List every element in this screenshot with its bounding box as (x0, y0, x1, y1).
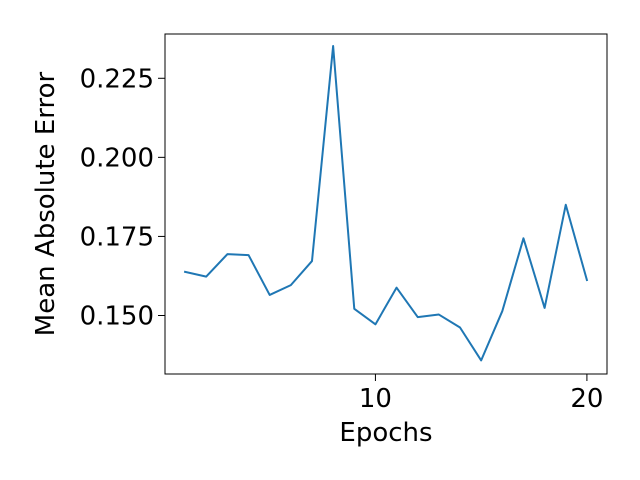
plot-frame (164, 33, 608, 375)
x-axis-label: Epochs (339, 418, 432, 448)
ticks-group: 10 20 0.150 0.175 0.200 0.225 (80, 64, 604, 414)
series-line (183, 45, 589, 362)
y-tick-label: 0.225 (80, 64, 154, 94)
y-axis-label: Mean Absolute Error (31, 72, 61, 337)
x-tick-label: 20 (570, 384, 603, 414)
x-tick-label: 10 (359, 384, 392, 414)
y-tick-label: 0.175 (80, 222, 154, 252)
y-tick-label: 0.150 (80, 301, 154, 331)
y-tick-label: 0.200 (80, 143, 154, 173)
series-group (183, 45, 589, 362)
plot-area (165, 34, 607, 374)
